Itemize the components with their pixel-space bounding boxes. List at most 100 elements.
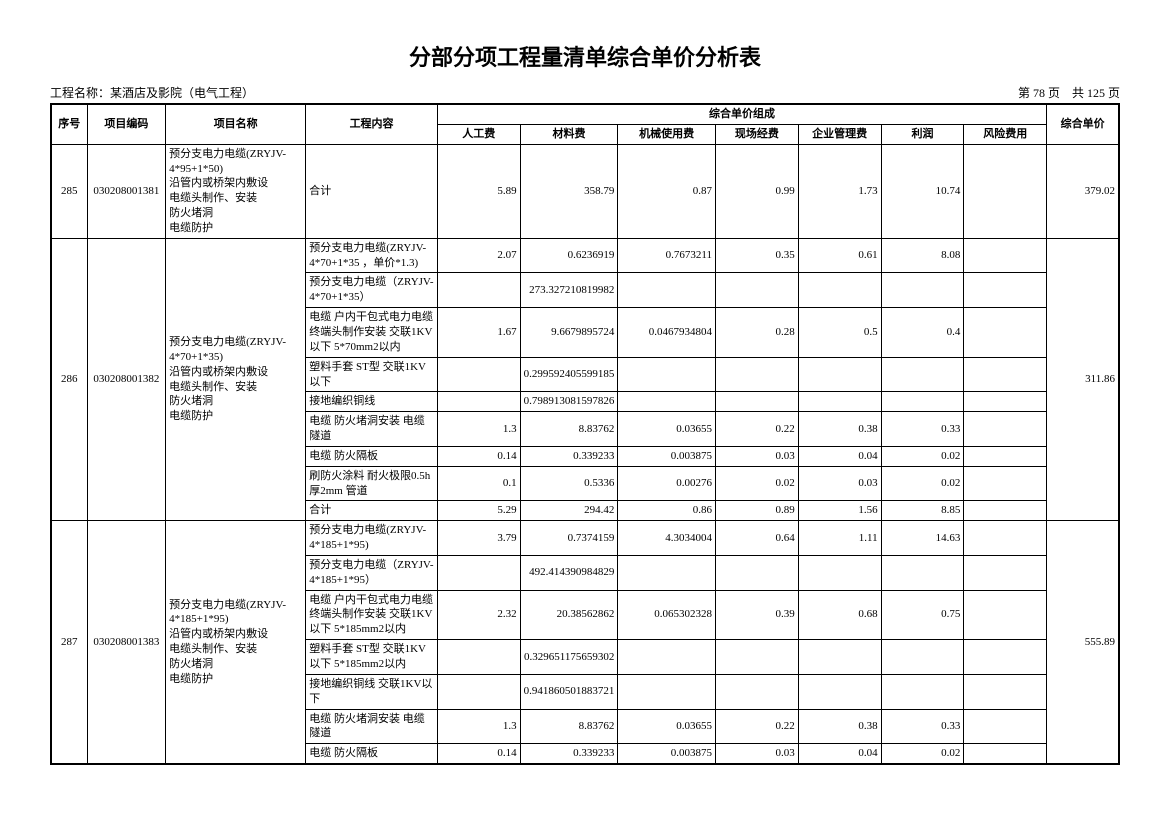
cell-machine: 0.86 (618, 501, 716, 521)
table-row: 286030208001382预分支电力电缆(ZRYJV-4*70+1*35) … (51, 238, 1119, 273)
cell-profit: 10.74 (881, 144, 964, 238)
cell-unit-price: 311.86 (1047, 238, 1119, 521)
cell-content: 预分支电力电缆(ZRYJV-4*185+1*95) (306, 521, 438, 556)
cell-machine (618, 640, 716, 675)
cell-site: 0.35 (715, 238, 798, 273)
cell-mgmt: 0.03 (798, 466, 881, 501)
cell-labor (437, 273, 520, 308)
cell-site: 0.64 (715, 521, 798, 556)
table-header: 序号 项目编码 项目名称 工程内容 综合单价组成 综合单价 人工费 材料费 机械… (51, 104, 1119, 144)
cell-risk (964, 709, 1047, 744)
cell-machine (618, 555, 716, 590)
cell-labor: 0.1 (437, 466, 520, 501)
cell-material: 0.339233 (520, 446, 618, 466)
page-unit2: 页 (1108, 86, 1120, 100)
cell-site: 0.99 (715, 144, 798, 238)
cell-seq: 285 (51, 144, 87, 238)
cell-material: 0.798913081597826 (520, 392, 618, 412)
cell-content: 接地编织铜线 (306, 392, 438, 412)
cell-labor: 0.14 (437, 744, 520, 764)
cell-name: 预分支电力电缆(ZRYJV-4*185+1*95) 沿管内或桥架内敷设 电缆头制… (166, 521, 306, 764)
cell-seq: 287 (51, 521, 87, 764)
cell-risk (964, 674, 1047, 709)
cell-risk (964, 357, 1047, 392)
cell-risk (964, 238, 1047, 273)
cell-risk (964, 744, 1047, 764)
project-label: 工程名称： (50, 86, 110, 100)
cell-unit-price: 379.02 (1047, 144, 1119, 238)
project-name-value: 某酒店及影院（电气工程） (110, 86, 254, 100)
cell-risk (964, 446, 1047, 466)
cell-site: 0.03 (715, 744, 798, 764)
cell-profit (881, 674, 964, 709)
cell-mgmt: 0.38 (798, 709, 881, 744)
cell-material: 8.83762 (520, 412, 618, 447)
cell-profit (881, 392, 964, 412)
cell-material: 294.42 (520, 501, 618, 521)
cell-site (715, 674, 798, 709)
cell-profit (881, 640, 964, 675)
cell-site (715, 273, 798, 308)
cell-risk (964, 273, 1047, 308)
cell-material: 492.414390984829 (520, 555, 618, 590)
header-meta: 工程名称：某酒店及影院（电气工程） 第 78 页 共 125 页 (50, 84, 1120, 101)
cell-content: 电缆 防火隔板 (306, 446, 438, 466)
cell-material: 20.38562862 (520, 590, 618, 640)
cell-machine: 0.03655 (618, 709, 716, 744)
th-code: 项目编码 (87, 104, 166, 144)
cell-mgmt (798, 392, 881, 412)
cell-risk (964, 640, 1047, 675)
th-group: 综合单价组成 (437, 104, 1046, 124)
cell-material: 8.83762 (520, 709, 618, 744)
th-material: 材料费 (520, 124, 618, 144)
cell-labor: 5.29 (437, 501, 520, 521)
cell-site (715, 555, 798, 590)
th-profit: 利润 (881, 124, 964, 144)
cell-content: 电缆 防火堵洞安装 电缆隧道 (306, 709, 438, 744)
cell-labor: 1.3 (437, 412, 520, 447)
cell-labor (437, 674, 520, 709)
cell-mgmt: 1.73 (798, 144, 881, 238)
cell-risk (964, 392, 1047, 412)
cell-machine: 0.003875 (618, 446, 716, 466)
document-title: 分部分项工程量清单综合单价分析表 (50, 40, 1120, 72)
page-total: 125 (1087, 86, 1105, 100)
cell-labor (437, 357, 520, 392)
cell-code: 030208001381 (87, 144, 166, 238)
cell-labor: 1.3 (437, 709, 520, 744)
cell-material: 0.941860501883721 (520, 674, 618, 709)
cell-profit: 0.75 (881, 590, 964, 640)
th-mgmt: 企业管理费 (798, 124, 881, 144)
cell-mgmt: 0.04 (798, 446, 881, 466)
page-total-label: 共 (1072, 86, 1084, 100)
cell-content: 电缆 户内干包式电力电缆终端头制作安装 交联1KV以下 5*70mm2以内 (306, 308, 438, 358)
cell-mgmt: 0.5 (798, 308, 881, 358)
cell-risk (964, 466, 1047, 501)
cell-content: 合计 (306, 501, 438, 521)
cell-site (715, 640, 798, 675)
cell-seq: 286 (51, 238, 87, 521)
cell-profit (881, 555, 964, 590)
cell-site: 0.22 (715, 412, 798, 447)
cell-profit: 0.33 (881, 412, 964, 447)
cell-labor: 1.67 (437, 308, 520, 358)
cell-material: 0.7374159 (520, 521, 618, 556)
cell-name: 预分支电力电缆(ZRYJV-4*95+1*50) 沿管内或桥架内敷设 电缆头制作… (166, 144, 306, 238)
cell-site: 0.89 (715, 501, 798, 521)
page-current: 78 (1033, 86, 1045, 100)
cell-content: 塑料手套 ST型 交联1KV以下 (306, 357, 438, 392)
cell-machine (618, 392, 716, 412)
cell-mgmt (798, 555, 881, 590)
cell-risk (964, 412, 1047, 447)
th-seq: 序号 (51, 104, 87, 144)
cell-risk (964, 501, 1047, 521)
cell-labor: 3.79 (437, 521, 520, 556)
cell-risk (964, 144, 1047, 238)
page-current-label: 第 (1018, 86, 1030, 100)
cell-code: 030208001382 (87, 238, 166, 521)
cell-site: 0.03 (715, 446, 798, 466)
cell-content: 塑料手套 ST型 交联1KV以下 5*185mm2以内 (306, 640, 438, 675)
cell-mgmt: 0.68 (798, 590, 881, 640)
cell-risk (964, 590, 1047, 640)
cell-machine (618, 357, 716, 392)
